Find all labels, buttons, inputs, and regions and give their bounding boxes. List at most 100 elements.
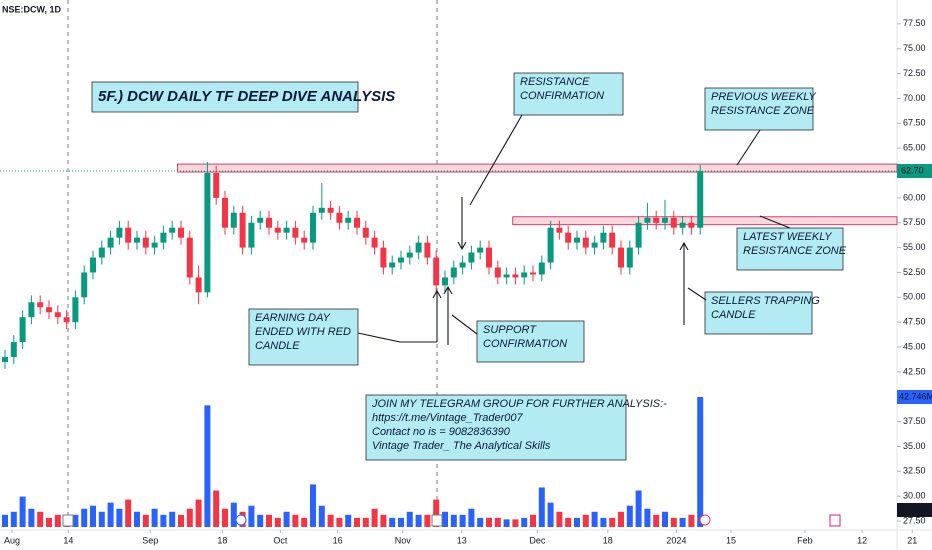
- volume-bar: [195, 499, 202, 527]
- candle-body: [389, 262, 396, 268]
- annotation-bg: [513, 72, 624, 116]
- pointer: [736, 129, 761, 166]
- candle-body: [134, 237, 140, 243]
- candle-body: [582, 237, 589, 248]
- pointer: [759, 215, 791, 229]
- candle-body: [503, 274, 510, 278]
- arrow-head: [443, 285, 453, 295]
- candle-body: [116, 227, 123, 238]
- symbol: NSE:DCW, 1D: [2, 4, 62, 14]
- volume-bar: [468, 508, 475, 527]
- candle-body: [433, 257, 440, 286]
- candle-body: [477, 247, 484, 253]
- volume-bar: [266, 514, 272, 527]
- volume-bar: [380, 514, 387, 527]
- volume-bar: [345, 514, 352, 527]
- volume-bar: [512, 519, 519, 527]
- volume-bar: [486, 517, 492, 527]
- candle-body: [442, 277, 448, 286]
- candle-body: [600, 232, 607, 243]
- volume-bar: [459, 514, 466, 527]
- candle-body: [28, 302, 35, 318]
- volume-bar: [618, 511, 624, 527]
- candle-body: [512, 274, 519, 278]
- volume-ma-badge-bg: [897, 503, 932, 517]
- annotation-bg: [736, 227, 844, 271]
- candle-body: [142, 237, 149, 248]
- volume-bar: [151, 508, 158, 527]
- candle-body: [292, 227, 299, 238]
- earnings-icon: [431, 514, 443, 527]
- volume-bar: [653, 514, 660, 527]
- candle-body: [19, 317, 26, 343]
- volume-bar: [556, 511, 563, 527]
- volume-bar: [222, 508, 228, 527]
- volume-bar: [574, 517, 580, 527]
- volume-bar: [494, 517, 501, 527]
- arrows: [357, 114, 791, 345]
- annotation-text: ENDED WITH RED: [255, 326, 351, 338]
- candle-layer: [2, 162, 704, 369]
- resistance-zone: [512, 216, 898, 226]
- y-tick-label: 50.00: [903, 292, 926, 302]
- candle-body: [169, 227, 176, 233]
- candle-body: [468, 252, 475, 263]
- volume-bar: [442, 511, 448, 527]
- volume-bar: [415, 514, 422, 527]
- candle-body: [239, 212, 246, 248]
- annotation-text: RESISTANCE ZONE: [743, 245, 847, 257]
- volume-bar: [406, 511, 413, 527]
- candle-body: [222, 197, 228, 228]
- candle-body: [72, 297, 79, 323]
- event-icons: [62, 514, 841, 527]
- candle-body: [662, 217, 668, 223]
- candle-body: [257, 217, 264, 223]
- y-tick-label: 70.00: [903, 93, 926, 103]
- volume-bar: [72, 514, 79, 527]
- y-tick-label: 47.50: [903, 317, 926, 327]
- volume-bar: [503, 519, 510, 527]
- x-tick-label: 15: [726, 535, 736, 545]
- candle-body: [424, 242, 431, 258]
- volume-bar: [125, 499, 132, 527]
- candle-body: [318, 207, 325, 213]
- x-tick-label: 12: [857, 535, 867, 545]
- annotation-bg: [365, 394, 627, 461]
- arrow-head: [432, 289, 442, 299]
- volume-bar: [565, 517, 572, 527]
- volume-bar: [644, 508, 651, 527]
- candle-body: [697, 171, 704, 228]
- candle-body: [679, 222, 686, 228]
- candle-body: [371, 237, 378, 248]
- annotation-text: JOIN MY TELEGRAM GROUP FOR FURTHER ANALY…: [371, 398, 667, 410]
- candle-body: [186, 237, 193, 278]
- volume-bar: [301, 517, 308, 527]
- candle-body: [63, 317, 70, 323]
- volume-bar: [582, 514, 589, 527]
- candle-body: [494, 267, 501, 278]
- volume-bar: [688, 514, 695, 527]
- volume-ma-badge: 6.403M: [900, 504, 930, 514]
- candle-body: [547, 227, 554, 263]
- candle-body: [626, 247, 633, 268]
- volume-bar: [530, 514, 536, 527]
- annotation-text: Vintage Trader_ The Analytical Skills: [372, 440, 551, 452]
- x-tick-label: 18: [603, 535, 613, 545]
- volume-bar: [10, 511, 17, 527]
- candle-body: [398, 257, 404, 263]
- x-tick-label: 13: [457, 535, 467, 545]
- volume-bar: [107, 502, 114, 527]
- candle-body: [98, 247, 105, 258]
- volume-bar: [213, 490, 220, 527]
- y-tick-label: 42.50: [903, 366, 926, 376]
- arrow-head: [457, 241, 467, 251]
- candle-body: [609, 232, 616, 248]
- pointer: [357, 332, 437, 343]
- volume-bar: [169, 511, 176, 527]
- candle-body: [125, 227, 132, 243]
- annotation-box: RESISTANCE CONFIRMATION: [513, 72, 624, 116]
- candle-body: [618, 247, 624, 268]
- volume-bar: [538, 487, 545, 527]
- x-tick-label: 21: [907, 535, 917, 545]
- volume-bar: [626, 505, 633, 527]
